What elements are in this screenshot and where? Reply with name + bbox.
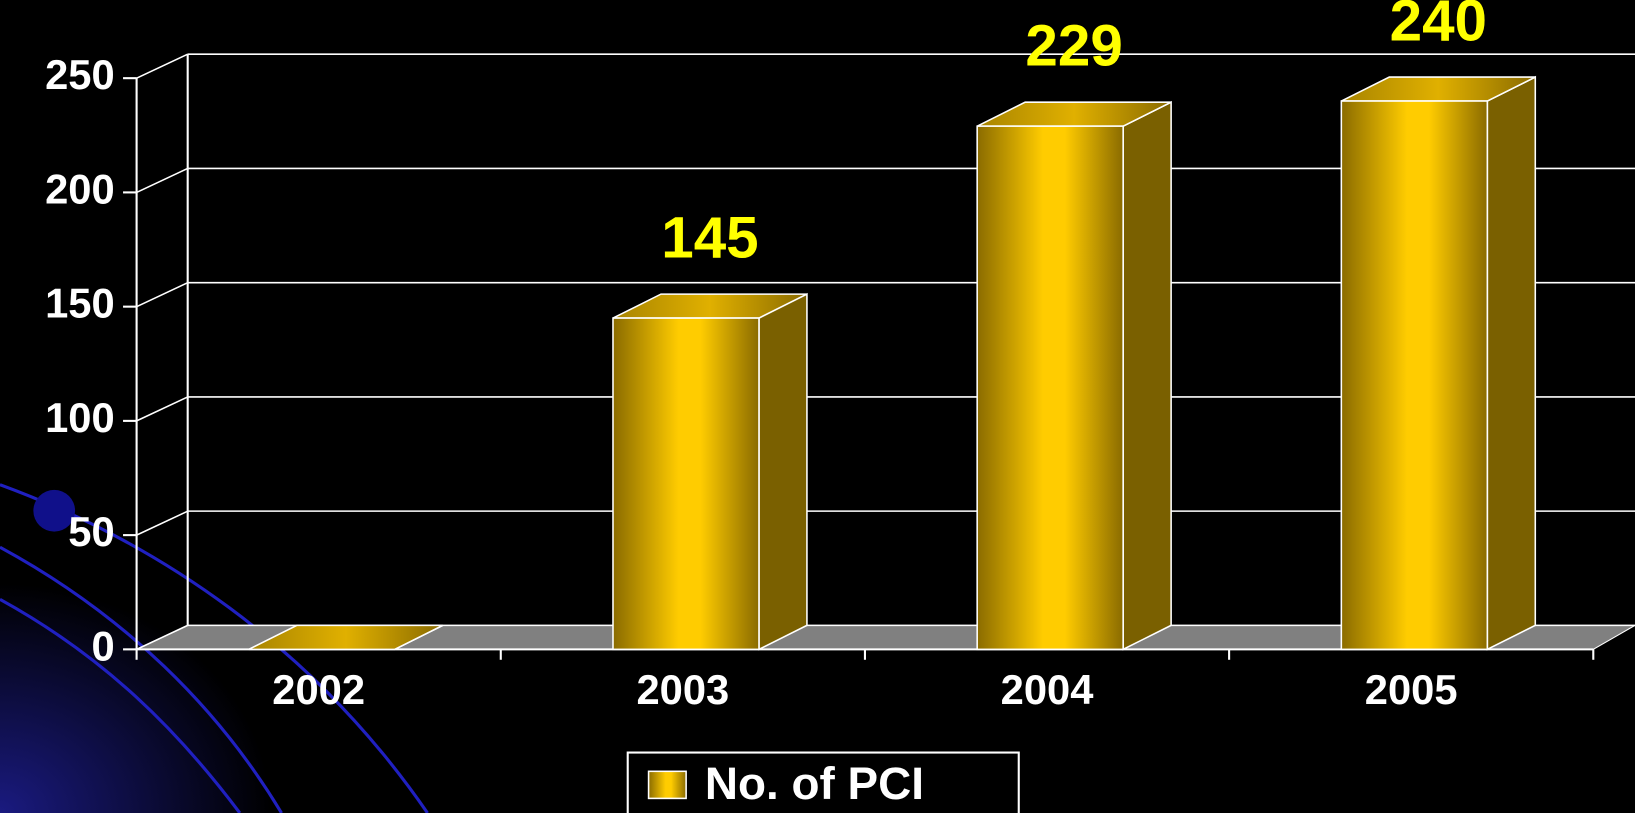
legend-label: No. of PCI: [705, 757, 924, 809]
grid-line-side: [137, 511, 188, 535]
y-tick-label: 0: [92, 622, 115, 669]
grid-line-side: [137, 168, 188, 192]
grid-line-side: [137, 54, 188, 78]
data-label: 240: [1390, 0, 1487, 53]
legend-swatch: [649, 771, 687, 798]
bar-side: [1487, 77, 1535, 649]
x-tick-label: 2003: [636, 666, 729, 713]
y-tick-label: 150: [45, 280, 115, 327]
chart: 0 50 100 150 200 250 2002 2003 145 2004 229 2005 240…: [0, 0, 1635, 813]
bar: [1341, 101, 1487, 649]
data-label: 145: [661, 205, 758, 270]
plot: 0 50 100 150 200 250 2002 2003 145 2004 229 2005 240: [45, 0, 1635, 713]
grid-line-side: [137, 283, 188, 307]
bar: [977, 126, 1123, 649]
x-tick-label: 2004: [1001, 666, 1094, 713]
data-label: 229: [1025, 13, 1122, 78]
page: 0 50 100 150 200 250 2002 2003 145 2004 229 2005 240…: [0, 0, 1635, 813]
y-tick-label: 250: [45, 51, 115, 98]
x-tick-label: 2005: [1365, 666, 1458, 713]
bar: [613, 318, 759, 649]
grid-line-side: [137, 397, 188, 421]
bar-side: [1123, 102, 1171, 649]
y-tick-label: 200: [45, 165, 115, 212]
y-tick-label: 50: [68, 508, 114, 555]
x-tick-label: 2002: [272, 666, 365, 713]
y-tick-label: 100: [45, 394, 115, 441]
bar-side: [759, 294, 807, 649]
